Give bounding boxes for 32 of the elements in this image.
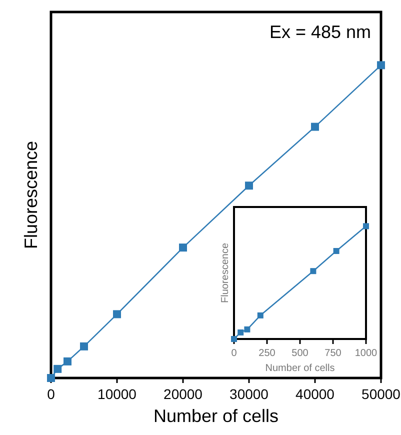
- point: [80, 342, 88, 350]
- x-tick-label: 40000: [296, 386, 335, 402]
- point: [363, 223, 369, 230]
- point: [231, 336, 237, 342]
- x-tick-label: 20000: [164, 386, 203, 402]
- point: [54, 364, 62, 373]
- point: [64, 357, 72, 366]
- x-tick-label: 500: [292, 348, 309, 359]
- x-axis-title: Number of cells: [265, 363, 335, 374]
- text: Ex = 485 nm: [269, 22, 371, 42]
- x-tick-label: 750: [324, 348, 342, 359]
- point: [238, 329, 244, 336]
- x-tick-label: 250: [258, 348, 276, 359]
- x-tick-label: 10000: [98, 386, 137, 402]
- point: [47, 374, 55, 382]
- point: [310, 268, 316, 274]
- point: [333, 248, 340, 254]
- point: [244, 326, 250, 332]
- x-tick-label: 50000: [362, 386, 401, 402]
- x-axis-title: Number of cells: [153, 406, 279, 426]
- point: [179, 244, 187, 252]
- x-tick-label: 0: [47, 386, 56, 402]
- x-tick-label: 1000: [354, 348, 378, 359]
- point: [245, 182, 253, 190]
- point: [377, 61, 385, 70]
- x-tick-label: 30000: [230, 386, 269, 402]
- y-axis-title: Fluorescence: [21, 140, 41, 250]
- y-axis-title: Fluorescence: [220, 242, 231, 304]
- point: [311, 122, 319, 131]
- point: [257, 312, 264, 318]
- point: [113, 310, 121, 318]
- x-tick-label: 0: [231, 348, 238, 359]
